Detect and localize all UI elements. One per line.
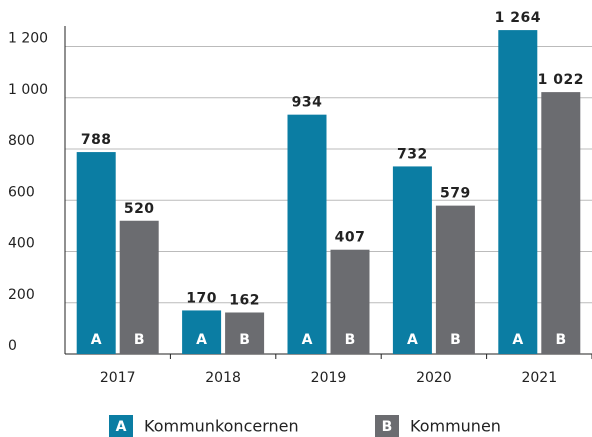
bar-marker: A	[512, 332, 523, 348]
y-tick-label: 600	[8, 184, 35, 200]
y-tick-label: 0	[8, 338, 17, 354]
bar-marker: A	[91, 332, 102, 348]
bar-marker: A	[302, 332, 313, 348]
y-tick-label: 1 000	[8, 82, 48, 98]
x-tick-label: 2020	[416, 370, 452, 386]
legend-swatch	[109, 415, 133, 437]
bar	[435, 205, 475, 354]
bar-marker: B	[134, 332, 145, 348]
y-tick-label: 800	[8, 133, 35, 149]
x-tick-label: 2018	[205, 370, 241, 386]
legend-swatch	[375, 415, 399, 437]
value-label: 170	[186, 290, 217, 306]
x-tick-label: 2019	[311, 370, 347, 386]
bar	[287, 114, 327, 354]
bar	[392, 166, 432, 354]
y-tick-label: 200	[8, 287, 35, 303]
legend-label: Kommunen	[410, 417, 501, 436]
value-label: 1 022	[538, 72, 584, 88]
legend-marker: B	[382, 419, 393, 435]
bar-marker: B	[239, 332, 250, 348]
value-label: 934	[292, 95, 323, 111]
bar-marker: B	[450, 332, 461, 348]
bar-marker: A	[196, 332, 207, 348]
bar	[498, 30, 538, 354]
legend-label: Kommunkoncernen	[144, 417, 299, 436]
value-label: 1 264	[495, 10, 541, 26]
bar	[225, 312, 265, 354]
bar-marker: A	[407, 332, 418, 348]
x-tick-label: 2021	[521, 370, 557, 386]
y-tick-label: 1 200	[8, 31, 48, 47]
value-label: 162	[229, 292, 260, 308]
value-label: 788	[81, 132, 112, 148]
bar	[330, 249, 370, 354]
bar	[119, 220, 159, 354]
bar	[76, 152, 116, 354]
bar	[182, 310, 222, 354]
value-label: 579	[440, 186, 471, 202]
value-label: 732	[397, 146, 428, 162]
value-label: 520	[124, 201, 155, 217]
bar	[541, 92, 581, 355]
bar-marker: B	[555, 332, 566, 348]
value-label: 407	[335, 230, 366, 246]
bar-marker: B	[345, 332, 356, 348]
legend-marker: A	[116, 419, 127, 435]
y-tick-label: 400	[8, 236, 35, 252]
x-tick-label: 2017	[100, 370, 136, 386]
